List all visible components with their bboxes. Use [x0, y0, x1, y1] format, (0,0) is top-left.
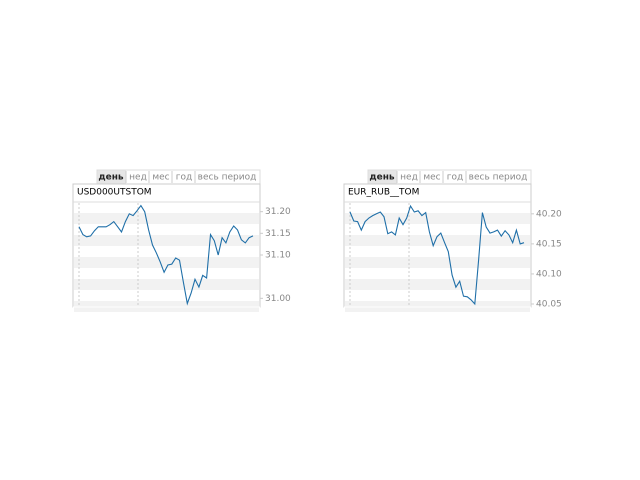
chart-widget: день нед мес год весь период USD000UTSTOM 31.0… — [72, 169, 311, 314]
tab[interactable]: мес — [152, 173, 169, 183]
stripe — [74, 279, 259, 290]
chart-title: USD000UTSTOM — [77, 188, 152, 198]
tab-active-bg — [368, 170, 397, 184]
stripe — [345, 279, 530, 290]
price-line — [78, 204, 254, 306]
tab[interactable]: нед — [129, 173, 147, 183]
stripe — [74, 257, 259, 268]
y-tick-label: 40.10 — [536, 269, 562, 279]
stripe — [74, 213, 259, 224]
plot-cover-right — [260, 184, 311, 314]
y-tick-label: 31.00 — [265, 294, 291, 304]
tab[interactable]: весь период — [469, 173, 528, 183]
chart-title: EUR_RUB__TOM — [348, 188, 419, 198]
tab[interactable]: год — [447, 173, 463, 183]
y-tick-label: 31.10 — [265, 251, 291, 261]
tab[interactable]: год — [176, 173, 192, 183]
chart-widget: день нед мес год весь период EUR_RUB__TOM 40.0… — [343, 169, 582, 314]
tab[interactable]: весь период — [198, 173, 257, 183]
tab[interactable]: день — [98, 173, 124, 183]
price-line — [349, 204, 525, 306]
tab[interactable]: день — [369, 173, 395, 183]
plot-cover-right — [531, 184, 582, 314]
y-tick-label: 31.15 — [265, 229, 291, 239]
stripe — [345, 257, 530, 268]
stripe — [345, 235, 530, 246]
tab-active-bg — [97, 170, 126, 184]
tab[interactable]: нед — [400, 173, 418, 183]
stripe — [74, 235, 259, 246]
y-tick-label: 40.05 — [536, 299, 562, 309]
stripe — [345, 213, 530, 224]
y-tick-label: 40.15 — [536, 239, 562, 249]
y-tick-label: 31.20 — [265, 207, 291, 217]
y-tick-label: 40.20 — [536, 209, 562, 219]
tab[interactable]: мес — [423, 173, 440, 183]
